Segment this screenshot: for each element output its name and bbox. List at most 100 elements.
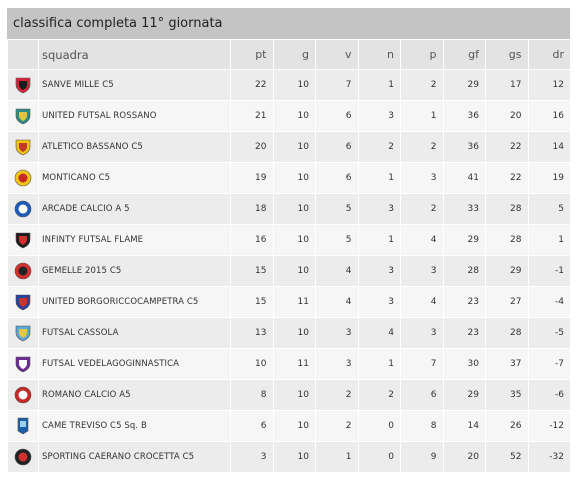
stat-gs: 35 bbox=[485, 379, 529, 411]
stat-pt: 20 bbox=[230, 131, 274, 163]
team-name[interactable]: FUTSAL VEDELAGOGINNASTICA bbox=[38, 348, 231, 380]
stat-gs: 28 bbox=[485, 193, 529, 225]
stat-v: 1 bbox=[315, 441, 359, 473]
stat-v: 5 bbox=[315, 224, 359, 256]
team-name[interactable]: INFINTY FUTSAL FLAME bbox=[38, 224, 231, 256]
stat-dr: 12 bbox=[527, 69, 571, 101]
team-name[interactable]: CAME TREVISO C5 Sq. B bbox=[38, 410, 231, 442]
stat-p: 6 bbox=[400, 379, 444, 411]
team-name[interactable]: UNITED BORGORICCOCAMPETRA C5 bbox=[38, 286, 231, 318]
header-dr[interactable]: dr bbox=[527, 39, 571, 70]
team-crest-cell bbox=[7, 255, 39, 287]
stat-pt: 8 bbox=[230, 379, 274, 411]
stat-p: 3 bbox=[400, 317, 444, 349]
stat-gf: 23 bbox=[442, 317, 486, 349]
stat-n: 2 bbox=[357, 379, 401, 411]
stat-p: 3 bbox=[400, 255, 444, 287]
team-crest-cell bbox=[7, 410, 39, 442]
header-team[interactable]: squadra bbox=[38, 39, 231, 70]
stat-p: 3 bbox=[400, 162, 444, 194]
team-crest-cell bbox=[7, 379, 39, 411]
table-row: UNITED BORGORICCOCAMPETRA C5 15 11 4 3 4 23 27-… bbox=[7, 286, 571, 318]
team-name[interactable]: GEMELLE 2015 C5 bbox=[38, 255, 231, 287]
shield-red-black-crest bbox=[15, 77, 31, 94]
stat-n: 4 bbox=[357, 317, 401, 349]
team-name[interactable]: FUTSAL CASSOLA bbox=[38, 317, 231, 349]
team-name[interactable]: UNITED FUTSAL ROSSANO bbox=[38, 100, 231, 132]
stat-dr: 5 bbox=[527, 193, 571, 225]
header-crest-column bbox=[7, 39, 39, 70]
eagle-teal-crest bbox=[15, 108, 31, 125]
table-row: ROMANO CALCIO A5 8 10 2 2 6 29 35 -6 bbox=[7, 379, 571, 411]
header-p[interactable]: p bbox=[400, 39, 444, 70]
stat-p: 4 bbox=[400, 286, 444, 318]
shield-lightblue-crest bbox=[15, 325, 31, 342]
stat-pt: 10 bbox=[230, 348, 274, 380]
team-name[interactable]: ATLETICO BASSANO C5 bbox=[38, 131, 231, 163]
stat-gf: 28 bbox=[442, 255, 486, 287]
stat-p: 1 bbox=[400, 100, 444, 132]
round-red-black-crest bbox=[14, 448, 32, 466]
team-name[interactable]: SANVE MILLE C5 bbox=[38, 69, 231, 101]
stat-gs: 29 bbox=[485, 255, 529, 287]
header-gs[interactable]: gs bbox=[485, 39, 529, 70]
stat-g: 10 bbox=[272, 162, 316, 194]
stat-v: 7 bbox=[315, 69, 359, 101]
team-name[interactable]: ARCADE CALCIO A 5 bbox=[38, 193, 231, 225]
stat-gf: 29 bbox=[442, 69, 486, 101]
round-red-black-crest bbox=[14, 262, 32, 280]
shield-blue-red-crest bbox=[15, 294, 31, 311]
header-gf[interactable]: gf bbox=[442, 39, 486, 70]
stat-gf: 36 bbox=[442, 131, 486, 163]
team-crest-cell bbox=[7, 162, 39, 194]
round-yellow-red-crest bbox=[14, 169, 32, 187]
stat-v: 6 bbox=[315, 131, 359, 163]
stat-dr: -6 bbox=[527, 379, 571, 411]
stat-v: 6 bbox=[315, 162, 359, 194]
stat-dr: 14 bbox=[527, 131, 571, 163]
stat-n: 3 bbox=[357, 255, 401, 287]
header-v[interactable]: v bbox=[315, 39, 359, 70]
team-crest-cell bbox=[7, 131, 39, 163]
shield-yellow-red-crest bbox=[15, 139, 31, 156]
stat-pt: 3 bbox=[230, 441, 274, 473]
team-name[interactable]: ROMANO CALCIO A5 bbox=[38, 379, 231, 411]
stat-n: 1 bbox=[357, 224, 401, 256]
stat-dr: -1 bbox=[527, 255, 571, 287]
stat-g: 10 bbox=[272, 224, 316, 256]
stat-dr: -7 bbox=[527, 348, 571, 380]
flame-black-red-crest bbox=[15, 232, 31, 249]
stat-gf: 29 bbox=[442, 379, 486, 411]
stat-pt: 21 bbox=[230, 100, 274, 132]
stat-v: 3 bbox=[315, 348, 359, 380]
stat-p: 2 bbox=[400, 69, 444, 101]
table-row: MONTICANO C5 19 10 6 1 3 41 22 19 bbox=[7, 162, 571, 194]
stat-gs: 37 bbox=[485, 348, 529, 380]
stat-gs: 20 bbox=[485, 100, 529, 132]
header-pt[interactable]: pt bbox=[230, 39, 274, 70]
stat-p: 7 bbox=[400, 348, 444, 380]
table-row: INFINTY FUTSAL FLAME 16 10 5 1 4 29 28 1 bbox=[7, 224, 571, 256]
header-n[interactable]: n bbox=[357, 39, 401, 70]
stat-gs: 22 bbox=[485, 162, 529, 194]
team-crest-cell bbox=[7, 193, 39, 225]
team-crest-cell bbox=[7, 69, 39, 101]
stat-g: 10 bbox=[272, 69, 316, 101]
stat-v: 6 bbox=[315, 100, 359, 132]
stat-pt: 13 bbox=[230, 317, 274, 349]
stat-p: 9 bbox=[400, 441, 444, 473]
team-name[interactable]: MONTICANO C5 bbox=[38, 162, 231, 194]
table-row: SANVE MILLE C5 22 10 7 1 2 29 17 12 bbox=[7, 69, 571, 101]
stat-n: 2 bbox=[357, 131, 401, 163]
stat-dr: 19 bbox=[527, 162, 571, 194]
stat-gs: 52 bbox=[485, 441, 529, 473]
team-crest-cell bbox=[7, 348, 39, 380]
header-g[interactable]: g bbox=[272, 39, 316, 70]
team-crest-cell bbox=[7, 224, 39, 256]
table-body: SANVE MILLE C5 22 10 7 1 2 29 17 12 UNITED FUTSAL… bbox=[7, 69, 571, 473]
team-name[interactable]: SPORTING CAERANO CROCETTA C5 bbox=[38, 441, 231, 473]
stat-gs: 27 bbox=[485, 286, 529, 318]
stat-g: 10 bbox=[272, 317, 316, 349]
stat-n: 3 bbox=[357, 100, 401, 132]
table-row: CAME TREVISO C5 Sq. B 6 10 2 0 8 14 26 -12 bbox=[7, 410, 571, 442]
